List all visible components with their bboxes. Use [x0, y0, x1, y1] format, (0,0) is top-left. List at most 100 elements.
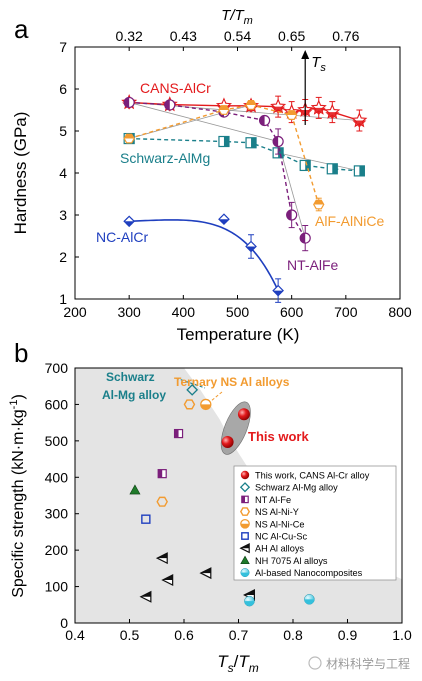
data-point — [326, 163, 338, 175]
top-axis-label: T/Tm — [221, 7, 253, 27]
data-point — [258, 114, 271, 127]
top-tick-label: 0.32 — [116, 28, 143, 44]
x-tick-label: 0.8 — [283, 627, 303, 643]
marker-diamond-open — [239, 482, 251, 493]
series-nt-alfe — [123, 96, 311, 252]
panel-b-xlabel: Ts/Tm — [217, 652, 259, 675]
series-nc-alcr — [123, 213, 284, 303]
annotation-ternary: Ternary NS Al alloys — [174, 375, 290, 389]
top-tick-label: 0.65 — [278, 28, 305, 44]
data-point — [286, 209, 298, 221]
data-point — [164, 99, 176, 111]
x-tick-label: 700 — [334, 304, 358, 320]
data-point — [272, 135, 284, 148]
watermark-text: 材料科学与工程 — [326, 656, 410, 671]
guide-line — [278, 152, 360, 172]
panel-b-label: b — [14, 338, 28, 368]
legend-item-label: This work, CANS Al-Cr alloy — [255, 471, 370, 481]
annotation-this-work: This work — [248, 429, 309, 444]
ts-arrow-head — [301, 50, 310, 59]
nc-alcr-fit-curve — [129, 219, 279, 291]
series-line — [129, 101, 306, 239]
data-point — [272, 284, 284, 297]
annotation-schwarz-arrow — [175, 377, 206, 389]
data-point-this-work-cans-al-cr-alloy — [237, 408, 250, 421]
data-point-nt-al-fe — [173, 428, 184, 439]
panel-a: a 200 300 400 500 600 700 800 1 2 3 4 5 6 7 0.32 0.43 0.… — [11, 7, 412, 344]
y-tick-label: 500 — [45, 433, 69, 449]
legend: This work, CANS Al-Cr alloy Schwarz Al-Mg… — [239, 470, 370, 578]
data-point — [324, 103, 341, 120]
data-point-nc-al-cu-sc — [141, 514, 151, 524]
series-alf-alnice — [123, 100, 325, 212]
y-tick-label: 6 — [59, 81, 67, 97]
data-point-al-based-nanocomposites — [304, 594, 315, 605]
data-point — [353, 165, 365, 177]
data-point — [351, 112, 368, 128]
x-tick-label: 800 — [388, 304, 412, 320]
data-point — [313, 199, 325, 210]
x-tick-label: 0.4 — [65, 627, 85, 643]
label-cans-alcr: CANS-AlCr — [140, 80, 211, 96]
legend-item-label: NS Al-Ni-Y — [255, 507, 299, 517]
data-point — [245, 100, 257, 110]
marker-triangle-filled — [240, 555, 250, 565]
data-point-nh-7075-al-alloys — [129, 484, 141, 495]
data-point — [245, 240, 257, 253]
data-point — [123, 96, 135, 109]
legend-item-nh-7075-al-alloys: NH 7075 Al alloys — [240, 555, 328, 566]
watermark: 材料科学与工程 — [308, 656, 410, 671]
legend-item-label: AH Al alloys — [255, 544, 304, 554]
data-point-ah-al-alloys — [161, 574, 174, 586]
data-point — [299, 232, 311, 244]
y-tick-label: 1 — [59, 291, 67, 307]
y-tick-label: 4 — [59, 165, 67, 181]
x-tick-label: 1.0 — [392, 627, 412, 643]
panel-a-xlabel: Temperature (K) — [177, 325, 300, 344]
legend-item-nc-al-cu-sc: NC Al-Cu-Sc — [241, 532, 307, 542]
data-point — [218, 105, 230, 115]
marker-half-circle-cyan — [240, 568, 250, 578]
legend-item-label: Schwarz Al-Mg alloy — [255, 483, 338, 493]
y-tick-label: 600 — [45, 396, 69, 412]
y-tick-label: 200 — [45, 542, 69, 558]
data-point — [218, 135, 230, 148]
panel-b-ylabel: Specific strength (kN·m·kg-1) — [8, 394, 27, 598]
legend-item-label: NS Al-Ni-Ce — [255, 519, 305, 529]
ts-marker: Ts — [301, 50, 326, 125]
marker-half-circle — [240, 518, 250, 529]
annotation-schwarz-line1: Schwarz — [106, 370, 155, 384]
y-tick-label: 3 — [59, 207, 67, 223]
legend-item-ns-al-ni-ce: NS Al-Ni-Ce — [240, 518, 305, 529]
marker-sphere-red — [240, 470, 250, 480]
y-tick-label: 400 — [45, 469, 69, 485]
y-tick-label: 300 — [45, 506, 69, 522]
data-point-nt-al-fe — [157, 469, 167, 479]
panel-b-axes: 0.4 0.5 0.6 0.7 0.8 0.9 1.0 0 100 200 300 400 500 600… — [45, 360, 412, 643]
panel-a-series — [121, 94, 368, 303]
panel-a-ylabel: Hardness (GPa) — [11, 112, 30, 235]
data-point-ah-al-alloys — [155, 552, 168, 565]
panel-b: b 0.4 0.5 0.6 0.7 0.8 0.9 1.0 0 100 200 300 400 500 6… — [8, 338, 412, 675]
label-schwarz-almg: Schwarz-AlMg — [120, 150, 210, 166]
x-tick-label: 0.9 — [338, 627, 358, 643]
x-tick-label: 500 — [226, 304, 250, 320]
label-nt-alfe: NT-AlFe — [287, 257, 339, 273]
y-tick-label: 7 — [59, 39, 67, 55]
top-tick-label: 0.43 — [170, 28, 197, 44]
x-tick-label: 0.5 — [120, 627, 140, 643]
legend-item-ah-al-alloys: AH Al alloys — [239, 543, 304, 554]
legend-item-al-based-nanocomposites: Al-based Nanocomposites — [240, 568, 363, 578]
data-point — [218, 213, 230, 226]
y-tick-label: 0 — [60, 615, 68, 631]
top-tick-label: 0.54 — [224, 28, 251, 44]
legend-box — [233, 465, 397, 581]
data-point-this-work-cans-al-cr-alloy — [221, 435, 234, 448]
y-tick-label: 2 — [59, 249, 67, 265]
legend-item-label: NT Al-Fe — [255, 495, 291, 505]
data-point — [123, 215, 136, 228]
x-tick-label: 600 — [280, 304, 304, 320]
data-point-al-based-nanocomposites — [244, 595, 255, 607]
annotation-schwarz-line2: Al-Mg alloy — [102, 388, 166, 402]
